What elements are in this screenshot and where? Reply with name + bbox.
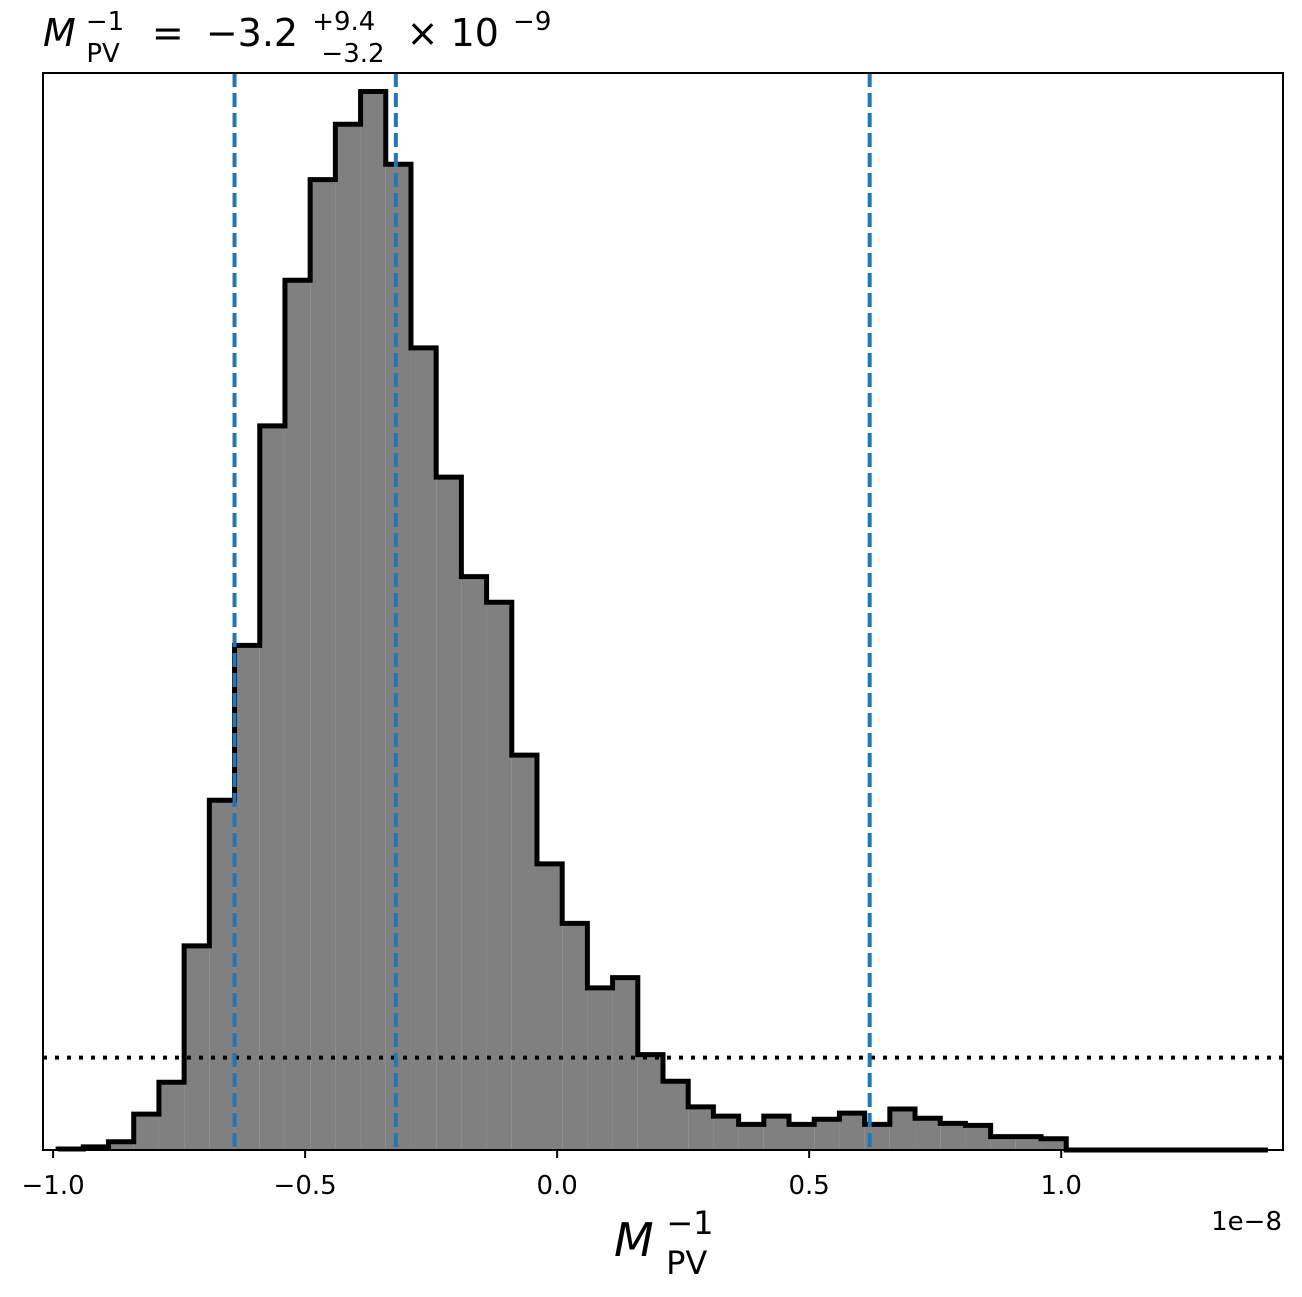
title-upper: +9.4 — [312, 7, 375, 37]
histogram-bar — [360, 91, 386, 1150]
histogram-bar — [663, 1081, 689, 1150]
histogram-bar — [1041, 1138, 1067, 1150]
histogram-bar — [562, 923, 588, 1150]
histogram-bar — [940, 1123, 966, 1150]
axes-frame — [42, 72, 1284, 1151]
title-exponent: −9 — [513, 7, 551, 37]
xlabel-symbol: M — [614, 1213, 654, 1267]
histogram-bar — [486, 602, 512, 1150]
x-tick-label: 0.5 — [788, 1171, 829, 1201]
histogram-bar — [184, 945, 210, 1150]
histogram-bar — [889, 1108, 916, 1150]
histogram-bar — [814, 1119, 840, 1150]
histogram-bar — [965, 1125, 991, 1150]
x-offset-text: 1e−8 — [1211, 1207, 1282, 1237]
x-tick-label: 1.0 — [1041, 1171, 1082, 1201]
x-axis-label: M −1 PV — [614, 1191, 728, 1282]
x-tick-label: −0.5 — [274, 1171, 337, 1201]
histogram-bar — [410, 347, 437, 1150]
title-value: −3.2 — [206, 11, 298, 55]
title-symbol: M — [43, 11, 76, 55]
histogram-bar — [461, 576, 487, 1150]
title-lower: −3.2 — [321, 39, 384, 69]
histogram-bar — [259, 425, 285, 1150]
histogram-bar — [1015, 1136, 1042, 1150]
histogram-bar — [612, 977, 638, 1150]
xlabel-subscript: PV — [666, 1244, 707, 1282]
histogram-bar — [713, 1116, 739, 1150]
histogram-bar — [284, 280, 311, 1150]
histogram-bar — [839, 1113, 865, 1150]
histogram-bar — [310, 179, 336, 1150]
histogram-bar — [587, 987, 613, 1150]
histogram-bar — [158, 1082, 185, 1150]
title-multiplier: × 10 — [407, 11, 499, 55]
x-tick-label: 0.0 — [536, 1171, 577, 1201]
histogram-bar — [738, 1124, 764, 1150]
histogram-bar — [990, 1136, 1016, 1150]
x-tick-label: −1.0 — [22, 1171, 85, 1201]
histogram-bar — [789, 1124, 815, 1150]
title-superscript: −1 — [86, 7, 124, 37]
histogram-bar — [436, 477, 462, 1150]
title-equals: = — [152, 11, 184, 55]
histogram-bar — [637, 1054, 663, 1150]
histogram-bar — [108, 1141, 134, 1150]
plot-layer — [43, 73, 1283, 1153]
chart-title: M −1 PV = −3.2 +9.4 −3.2 × 10 −9 — [43, 0, 551, 71]
histogram-bar — [511, 755, 537, 1150]
histogram-bar — [133, 1114, 159, 1150]
histogram-bar — [536, 863, 563, 1150]
histogram-bar — [335, 124, 361, 1150]
histogram-bar — [234, 645, 260, 1150]
title-subscript: PV — [86, 39, 120, 69]
histogram-bar — [385, 164, 411, 1150]
histogram-bar — [209, 800, 235, 1150]
histogram-bar — [915, 1118, 941, 1150]
histogram-bar — [763, 1116, 790, 1150]
histogram-bar — [688, 1106, 714, 1150]
xlabel-superscript: −1 — [666, 1204, 713, 1242]
x-tick-layer: −1.0 −0.5 0.0 0.5 1.0 — [22, 1150, 1082, 1201]
